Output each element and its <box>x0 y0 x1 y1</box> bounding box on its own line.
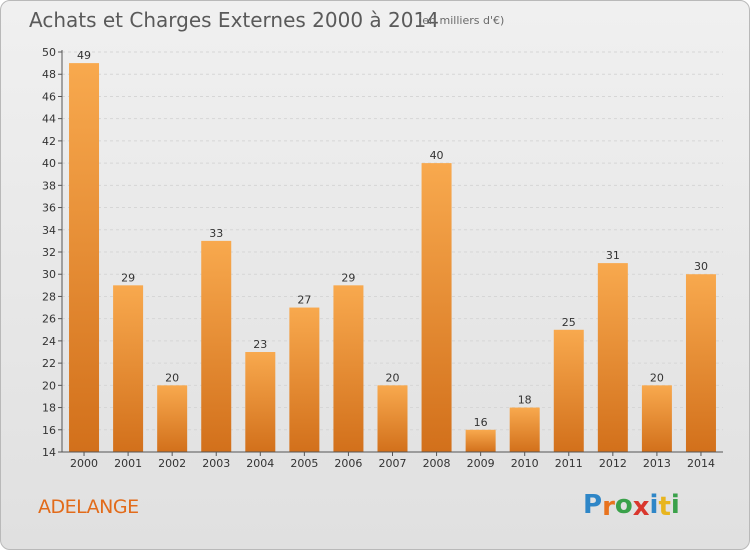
value-label: 31 <box>606 249 620 262</box>
value-label: 18 <box>518 394 532 407</box>
bar-2008 <box>421 163 452 452</box>
y-tick-label: 46 <box>42 90 56 103</box>
bar-2005 <box>289 307 320 452</box>
logo-letter: i <box>649 490 659 520</box>
logo-letter: i <box>670 490 680 520</box>
logo-letter: P <box>583 490 603 520</box>
y-tick-label: 26 <box>42 313 56 326</box>
value-label: 20 <box>165 371 179 384</box>
y-tick-label: 40 <box>42 157 56 170</box>
y-tick-label: 48 <box>42 68 56 81</box>
value-label: 25 <box>562 316 576 329</box>
chart-subtitle: (en milliers d'€) <box>418 14 505 27</box>
x-tick-label: 2013 <box>643 457 671 470</box>
y-tick-label: 38 <box>42 179 56 192</box>
bar-2006 <box>333 285 364 452</box>
y-tick-label: 44 <box>42 113 56 126</box>
x-tick-label: 2001 <box>114 457 142 470</box>
bar-2010 <box>509 407 540 452</box>
bar-2001 <box>113 285 144 452</box>
y-tick-label: 18 <box>42 402 56 415</box>
bar-2013 <box>641 385 672 452</box>
value-label: 49 <box>77 49 91 62</box>
y-tick-label: 30 <box>42 268 56 281</box>
axes <box>61 50 723 456</box>
y-tick-label: 28 <box>42 290 56 303</box>
x-tick-label: 2000 <box>70 457 98 470</box>
y-tick-label: 42 <box>42 135 56 148</box>
chart-title: Achats et Charges Externes 2000 à 2014 <box>29 8 439 32</box>
bar-2009 <box>465 429 496 452</box>
value-label: 30 <box>694 260 708 273</box>
y-tick-labels: 14 16 18 20 22 24 26 28 30 32 34 36 38 40 42 44 46 48 50 <box>42 46 56 459</box>
x-tick-label: 2008 <box>423 457 451 470</box>
x-tick-label: 2006 <box>334 457 362 470</box>
x-tick-label: 2005 <box>290 457 318 470</box>
bar-2003 <box>201 240 232 452</box>
bar-2012 <box>597 263 628 452</box>
value-label: 40 <box>430 149 444 162</box>
logo-letter: r <box>602 492 615 522</box>
value-label: 20 <box>386 371 400 384</box>
x-tick-labels: 2000 2001 2002 2003 2004 2005 2006 2007 2008 2009… <box>70 457 715 470</box>
value-labels: 49 29 20 33 23 27 29 20 40 16 18 25 31 20 30 <box>77 49 708 429</box>
x-tick-label: 2014 <box>687 457 715 470</box>
y-tick-label: 22 <box>42 357 56 370</box>
logo-letter: t <box>658 492 671 522</box>
value-label: 23 <box>253 338 267 351</box>
y-tick-label: 20 <box>42 379 56 392</box>
y-tick-label: 36 <box>42 202 56 215</box>
bar-2004 <box>245 352 276 452</box>
y-tick-label: 24 <box>42 335 56 348</box>
bars <box>69 63 716 452</box>
proxiti-logo: Proxiti <box>583 490 680 522</box>
bar-2011 <box>553 329 584 452</box>
value-label: 29 <box>121 271 135 284</box>
location-label: ADELANGE <box>38 496 139 518</box>
logo-letter: x <box>632 492 650 522</box>
y-tick-label: 34 <box>42 224 56 237</box>
x-tick-label: 2011 <box>555 457 583 470</box>
y-tick-label: 50 <box>42 46 56 59</box>
x-tick-label: 2007 <box>379 457 407 470</box>
x-tick-label: 2012 <box>599 457 627 470</box>
x-tick-label: 2010 <box>511 457 539 470</box>
x-tick-label: 2009 <box>467 457 495 470</box>
bar-2007 <box>377 385 408 452</box>
y-tick-label: 16 <box>42 424 56 437</box>
value-label: 16 <box>474 416 488 429</box>
x-tick-label: 2003 <box>202 457 230 470</box>
bar-2002 <box>157 385 188 452</box>
x-tick-label: 2002 <box>158 457 186 470</box>
bar-2000 <box>69 63 100 452</box>
value-label: 33 <box>209 227 223 240</box>
logo-letter: o <box>614 490 633 520</box>
bar-2014 <box>685 274 716 452</box>
value-label: 20 <box>650 371 664 384</box>
x-tick-label: 2004 <box>246 457 274 470</box>
value-label: 29 <box>341 271 355 284</box>
y-tick-label: 14 <box>42 446 56 459</box>
value-label: 27 <box>297 294 311 307</box>
y-tick-label: 32 <box>42 246 56 259</box>
